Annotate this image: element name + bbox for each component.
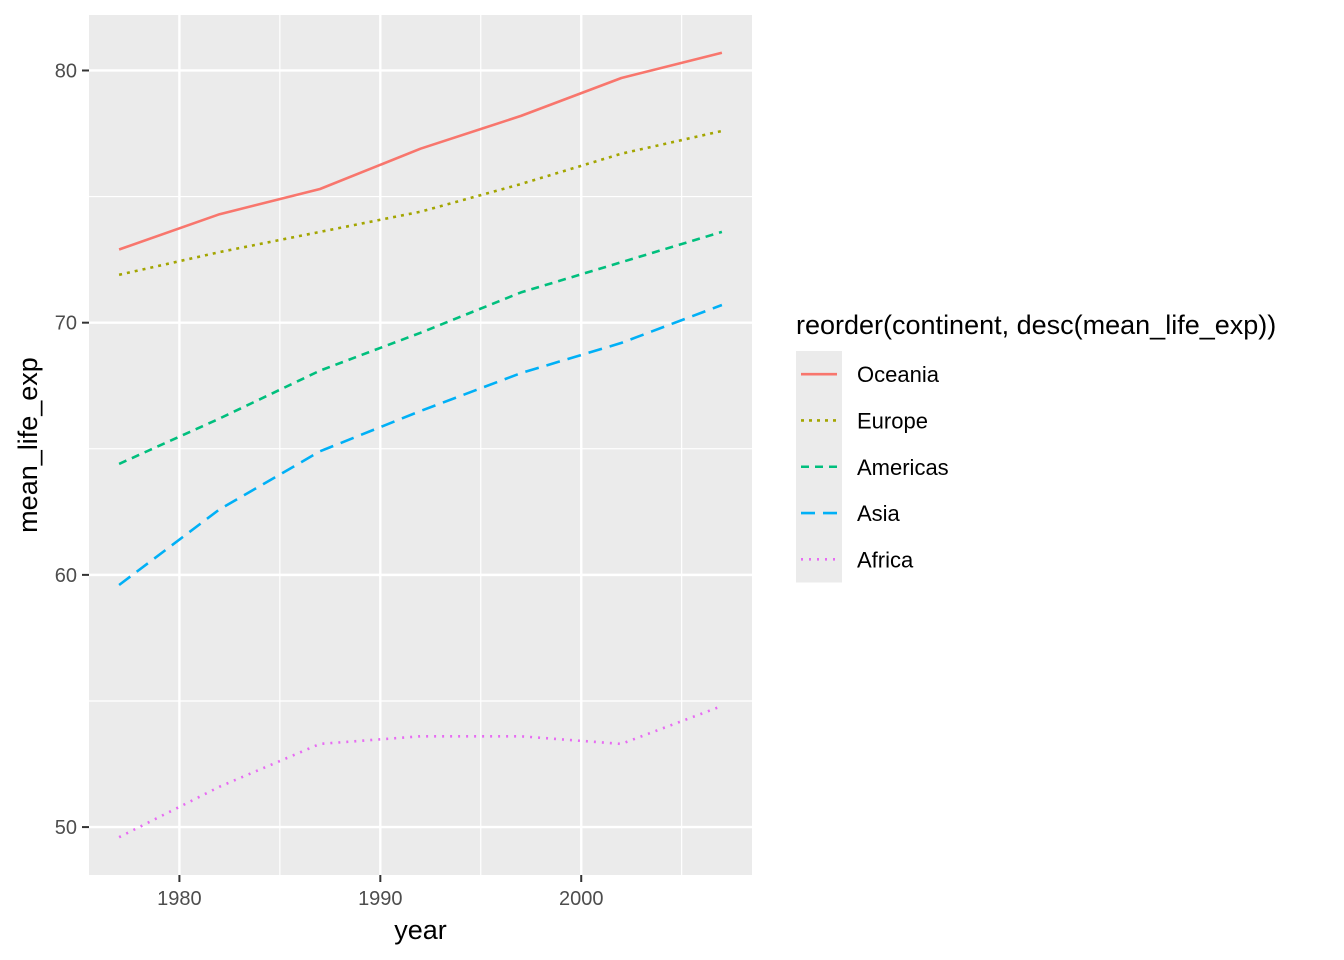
grid-lines xyxy=(89,15,752,875)
y-tick-label: 80 xyxy=(55,60,77,82)
legend-label-europe: Europe xyxy=(857,408,928,433)
y-tick-label: 60 xyxy=(55,565,77,587)
legend-label-asia: Asia xyxy=(857,501,901,526)
legend-title: reorder(continent, desc(mean_life_exp)) xyxy=(796,310,1276,340)
x-tick-label: 2000 xyxy=(559,888,604,910)
series-line-americas xyxy=(118,230,723,466)
series-lines xyxy=(118,51,723,839)
y-tick-label: 50 xyxy=(55,817,77,839)
axes: 1980 1990 2000 50 60 70 80 xyxy=(55,60,604,910)
y-axis-title: mean_life_exp xyxy=(13,357,43,533)
legend-label-americas: Americas xyxy=(857,455,949,480)
x-tick-label: 1980 xyxy=(157,888,202,910)
series-line-asia xyxy=(118,303,723,587)
series-line-oceania xyxy=(118,51,723,251)
legend: reorder(continent, desc(mean_life_exp)) … xyxy=(796,310,1276,583)
series-line-africa xyxy=(118,704,723,839)
x-tick-label: 1990 xyxy=(358,888,403,910)
legend-label-oceania: Oceania xyxy=(857,362,940,387)
plot-panel xyxy=(89,15,752,875)
y-tick-label: 70 xyxy=(55,313,77,335)
legend-label-africa: Africa xyxy=(857,547,914,572)
panel-background xyxy=(89,15,752,875)
x-axis-title: year xyxy=(394,915,447,945)
